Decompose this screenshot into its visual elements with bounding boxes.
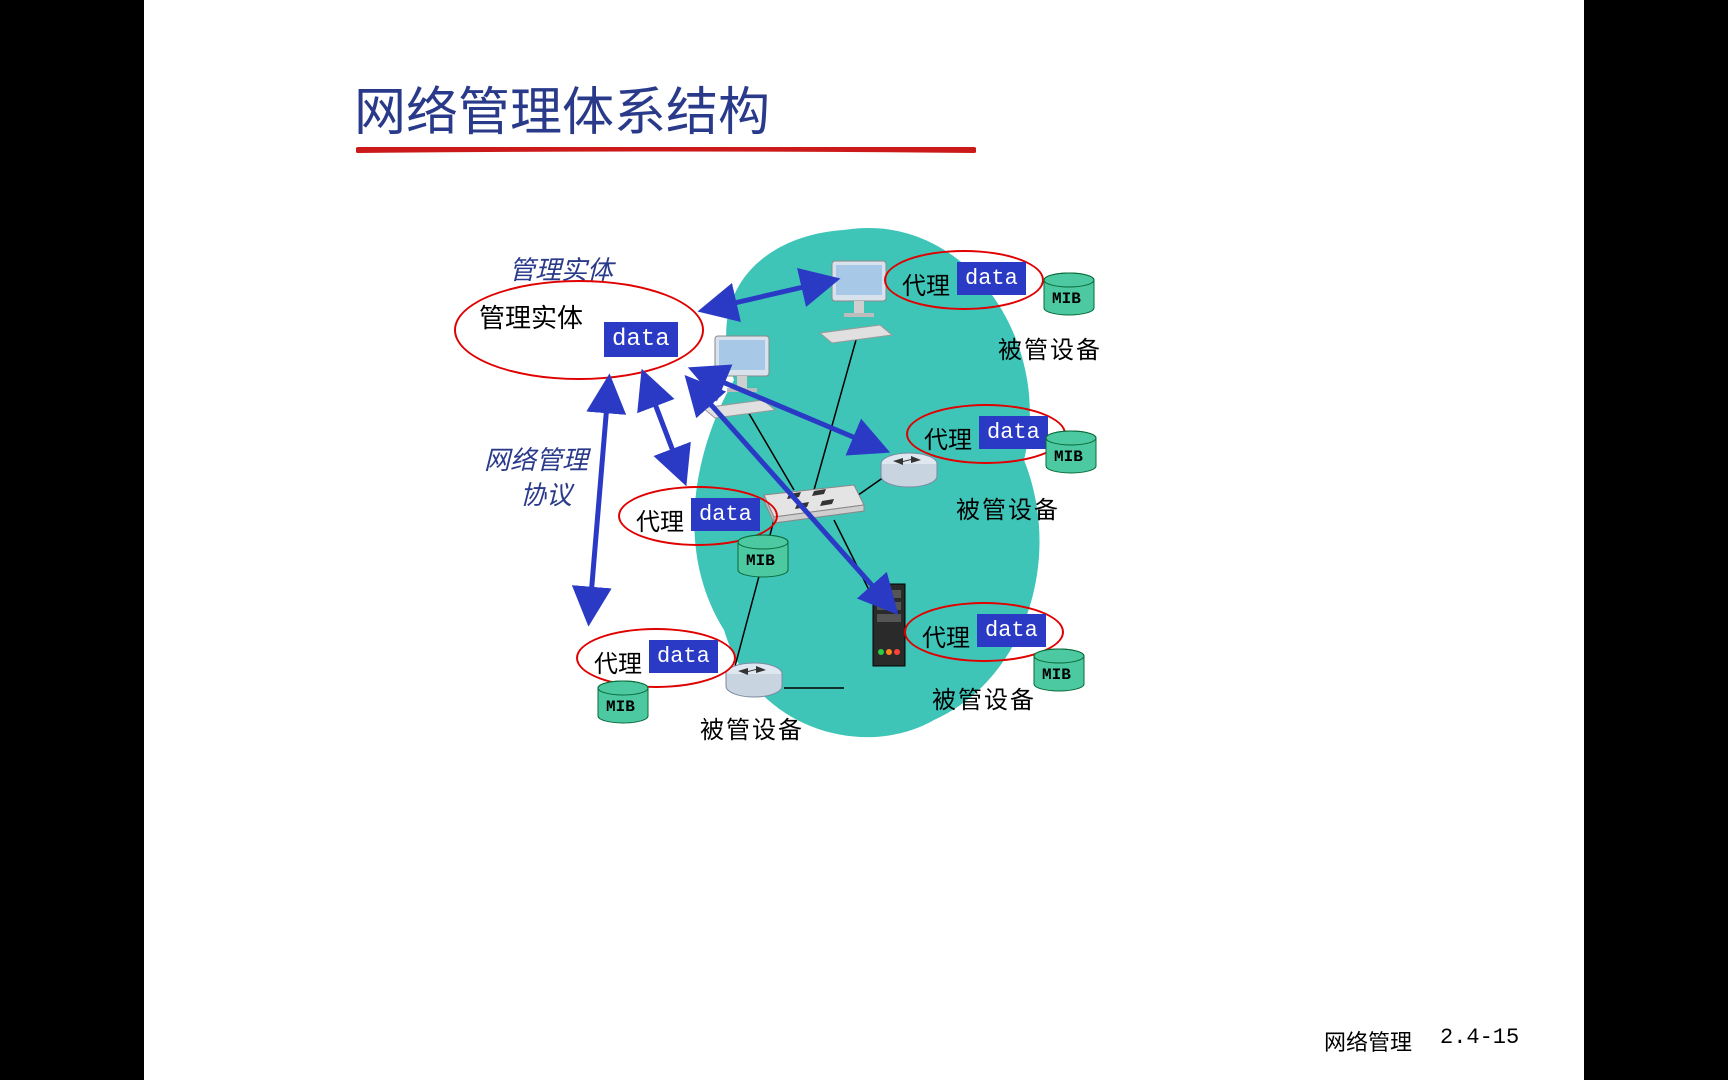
mib-icon: MIB — [736, 534, 790, 580]
agent-data: data — [979, 416, 1048, 449]
mib-icon: MIB — [1032, 648, 1086, 694]
title-underline — [356, 140, 976, 146]
agent-data: data — [649, 640, 718, 673]
footer-page: 2.4-15 — [1440, 1025, 1519, 1050]
agent-label: 代理 — [924, 420, 972, 455]
device-label: 被管设备 — [998, 330, 1102, 365]
mib-label: MIB — [1042, 666, 1071, 684]
agent-data: data — [957, 262, 1026, 295]
label-protocol-1: 网络管理 — [484, 440, 588, 477]
device-label: 被管设备 — [932, 680, 1036, 715]
device-label: 被管设备 — [700, 710, 804, 745]
agent-label: 代理 — [902, 266, 950, 301]
mib-label: MIB — [1052, 290, 1081, 308]
slide: 网络管理体系结构 — [144, 0, 1584, 1080]
mib-label: MIB — [606, 698, 635, 716]
label-protocol-2: 协议 — [520, 475, 572, 512]
mib-icon: MIB — [596, 680, 650, 726]
manager-label: 管理实体 — [479, 298, 583, 335]
mib-icon: MIB — [1044, 430, 1098, 476]
agent-label: 代理 — [922, 618, 970, 653]
footer-section: 网络管理 — [1324, 1025, 1412, 1057]
slide-title: 网络管理体系结构 — [354, 70, 770, 145]
agent-label: 代理 — [636, 502, 684, 537]
agent-data: data — [691, 498, 760, 531]
mib-label: MIB — [1054, 448, 1083, 466]
device-label: 被管设备 — [956, 490, 1060, 525]
agent-label: 代理 — [594, 644, 642, 679]
mib-label: MIB — [746, 552, 775, 570]
agent-data: data — [977, 614, 1046, 647]
mib-icon: MIB — [1042, 272, 1096, 318]
manager-data: data — [604, 322, 678, 357]
